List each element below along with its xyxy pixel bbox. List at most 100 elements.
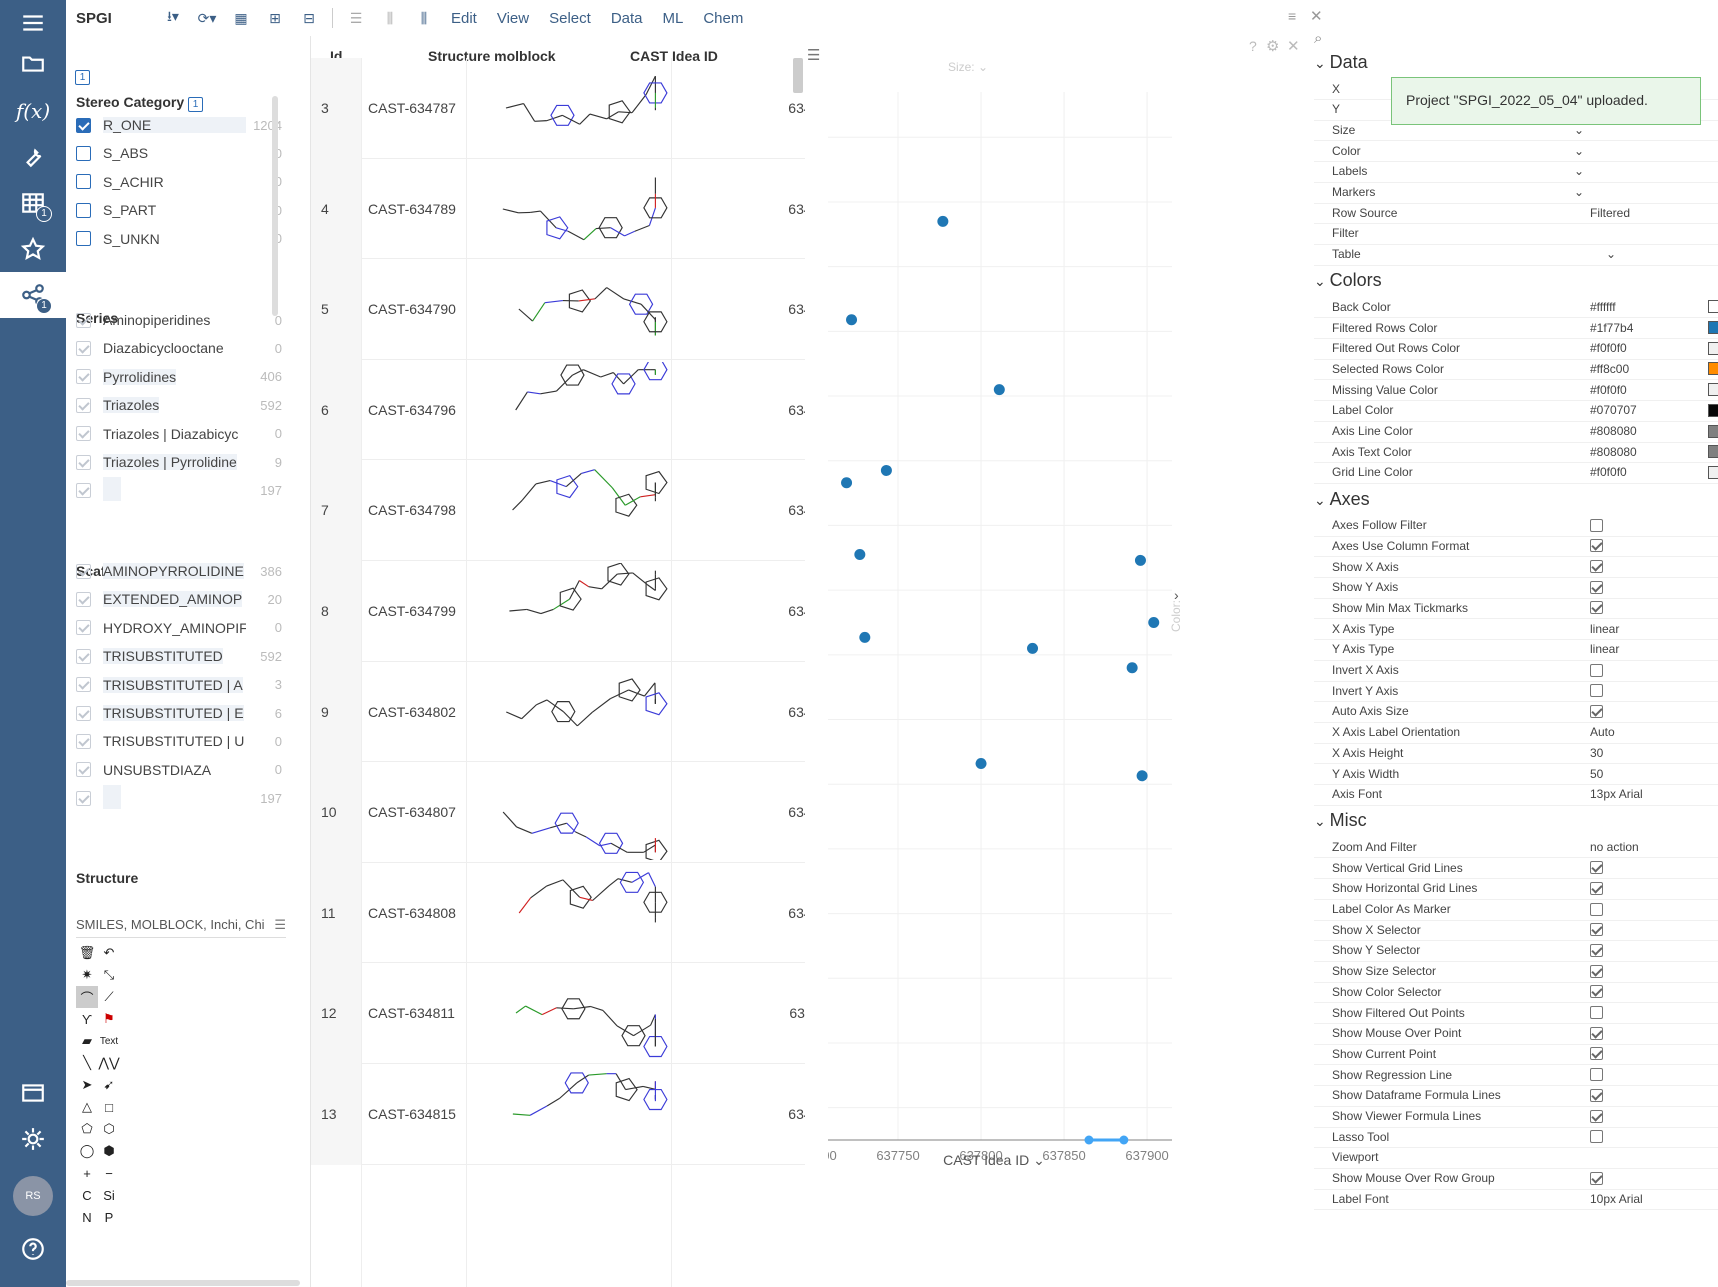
table-row[interactable]: 9 CAST-634802 634802 <box>311 661 805 763</box>
atom-pin-icon[interactable]: ⚑ <box>103 1011 115 1026</box>
lasso-icon[interactable]: ⌒ <box>76 986 98 1008</box>
prop-row[interactable]: Label Color #070707 <box>1314 400 1718 422</box>
gear-icon[interactable]: ⚙ <box>1266 38 1280 55</box>
prop-row[interactable]: Show Regression Line <box>1314 1064 1718 1087</box>
filter-item[interactable]: 197 <box>76 784 282 811</box>
prop-row[interactable]: Row Source Filtered <box>1314 202 1718 225</box>
size-selector-label[interactable]: Size: ⌄ <box>948 60 988 74</box>
open-folder-icon[interactable] <box>0 40 66 86</box>
prop-row[interactable]: Show Dataframe Formula Lines <box>1314 1085 1718 1107</box>
prop-value[interactable]: #f0f0f0 <box>1590 341 1627 356</box>
filter-checkbox[interactable] <box>76 340 91 356</box>
filter-checkbox[interactable] <box>76 733 91 749</box>
prop-row[interactable]: Show Current Point <box>1314 1043 1718 1066</box>
chevron-down-icon[interactable]: ⌄ <box>1574 143 1585 158</box>
clean-icon[interactable]: ✷ <box>81 967 93 982</box>
prop-row[interactable]: X Axis Height 30 <box>1314 742 1718 765</box>
cell-id[interactable]: CAST-634789 <box>368 200 456 217</box>
color-swatch[interactable] <box>1708 465 1718 479</box>
prop-row[interactable]: Labels ⌄ <box>1314 161 1718 183</box>
structure-cell[interactable] <box>469 865 669 961</box>
prop-checkbox[interactable] <box>1590 923 1603 937</box>
cell-cast-id[interactable]: 634815 <box>788 1106 805 1122</box>
prop-section-data[interactable]: ⌄ Data <box>1314 52 1368 73</box>
filter-checkbox[interactable] <box>76 482 91 498</box>
filter-checkbox[interactable] <box>76 231 91 247</box>
prop-row[interactable]: Invert Y Axis <box>1314 680 1718 703</box>
menu-select[interactable]: Select <box>549 9 591 27</box>
color-swatch[interactable] <box>1708 445 1718 459</box>
help-icon[interactable] <box>0 1226 66 1272</box>
structure-search-input[interactable]: SMILES, MOLBLOCK, Inchi, Chi ☰ <box>76 912 286 938</box>
data-point[interactable] <box>1126 662 1138 674</box>
toast-notification[interactable]: Project "SPGI_2022_05_04" uploaded. <box>1391 77 1701 125</box>
data-point[interactable] <box>854 549 866 561</box>
add-column-icon[interactable]: ⫼ <box>386 9 394 26</box>
prop-row[interactable]: Y Axis Type linear <box>1314 639 1718 661</box>
color-selector-label[interactable]: Color: <box>1169 600 1183 632</box>
color-swatch[interactable] <box>1708 321 1718 334</box>
prop-row[interactable]: Show Vertical Grid Lines <box>1314 857 1718 880</box>
table-row[interactable]: 11 CAST-634808 634808 <box>311 862 805 964</box>
prop-row[interactable]: Table ⌄ <box>1314 244 1718 266</box>
data-point[interactable] <box>975 757 987 769</box>
grid-scrollbar[interactable] <box>793 58 803 93</box>
filter-checkbox[interactable] <box>76 369 91 385</box>
atom-c[interactable]: C <box>82 1187 92 1203</box>
prop-checkbox[interactable] <box>1590 861 1603 875</box>
cell-id[interactable]: CAST-634802 <box>368 703 456 720</box>
prop-checkbox[interactable] <box>1590 601 1603 615</box>
cell-cast-id[interactable]: 634808 <box>788 904 805 921</box>
color-swatch[interactable] <box>1708 383 1718 397</box>
x-axis-label[interactable]: CAST Idea ID ⌄ <box>943 1152 1045 1168</box>
atom-p[interactable]: P <box>104 1209 114 1225</box>
filter-item[interactable]: S_PART 0 <box>76 197 282 223</box>
filter-item[interactable]: 197 <box>76 476 282 503</box>
select-bond-icon[interactable]: ⟋ <box>104 989 114 1004</box>
atom-n[interactable]: N <box>82 1209 92 1225</box>
structure-cell[interactable] <box>469 261 669 357</box>
heptagon-icon[interactable]: ◯ <box>79 1143 95 1158</box>
pentagon-icon[interactable]: ⬠ <box>81 1121 93 1136</box>
prop-row[interactable]: Y Axis Width 50 <box>1314 763 1718 785</box>
row-header[interactable] <box>311 58 361 159</box>
add-rows-icon[interactable]: ☰ <box>349 9 363 26</box>
prop-row[interactable]: Show Min Max Tickmarks <box>1314 597 1718 620</box>
prop-checkbox[interactable] <box>1590 1006 1603 1019</box>
color-swatch[interactable] <box>1708 403 1718 417</box>
filter-item[interactable]: Diazabicyclooctane 0 <box>76 335 282 361</box>
erase-all-icon[interactable]: 🗑 <box>78 945 96 960</box>
prop-value[interactable]: #f0f0f0 <box>1590 382 1627 397</box>
prop-value[interactable]: linear <box>1590 642 1620 657</box>
data-point[interactable] <box>1148 616 1160 628</box>
filter-checkbox[interactable] <box>76 426 91 442</box>
prop-checkbox[interactable] <box>1590 1047 1603 1061</box>
filter-item[interactable]: R_ONE 1204 <box>76 112 282 138</box>
zoom-icon[interactable]: ⤡ <box>103 967 115 982</box>
filter-item[interactable]: TRISUBSTITUTED 592 <box>76 643 282 669</box>
data-point[interactable] <box>846 314 858 326</box>
prop-value[interactable]: linear <box>1590 621 1620 636</box>
cell-id[interactable]: CAST-634798 <box>368 502 456 519</box>
structure-cell[interactable] <box>469 462 669 558</box>
prop-row[interactable]: Show Filtered Out Points <box>1314 1002 1718 1024</box>
single-bond-icon[interactable]: ╲ <box>83 1055 91 1070</box>
add-columns-icon[interactable]: ⫼ <box>420 9 428 26</box>
prop-checkbox[interactable] <box>1590 881 1603 895</box>
x-selector-handle[interactable] <box>1084 1135 1094 1145</box>
cell-id[interactable]: CAST-634796 <box>368 401 456 418</box>
charge-minus-icon[interactable]: − <box>105 1165 113 1181</box>
col-header-cast[interactable]: CAST Idea ID <box>630 48 718 64</box>
prop-row[interactable]: Label Color As Marker <box>1314 899 1718 921</box>
structure-cell[interactable] <box>469 1066 669 1162</box>
prop-value[interactable]: #070707 <box>1590 403 1637 418</box>
prop-row[interactable]: X Axis Type linear <box>1314 618 1718 641</box>
filter-item[interactable]: S_ABS 0 <box>76 140 282 166</box>
prop-value[interactable]: #f0f0f0 <box>1590 465 1627 480</box>
filter-checkbox[interactable] <box>76 648 91 664</box>
cell-cast-id[interactable]: 634802 <box>788 703 805 720</box>
table-row[interactable]: 4 CAST-634789 634789 <box>311 158 805 260</box>
row-header[interactable] <box>311 661 361 763</box>
layout-split-icon[interactable]: ⊟ <box>303 9 315 26</box>
prop-row[interactable]: Zoom And Filter no action <box>1314 836 1718 859</box>
